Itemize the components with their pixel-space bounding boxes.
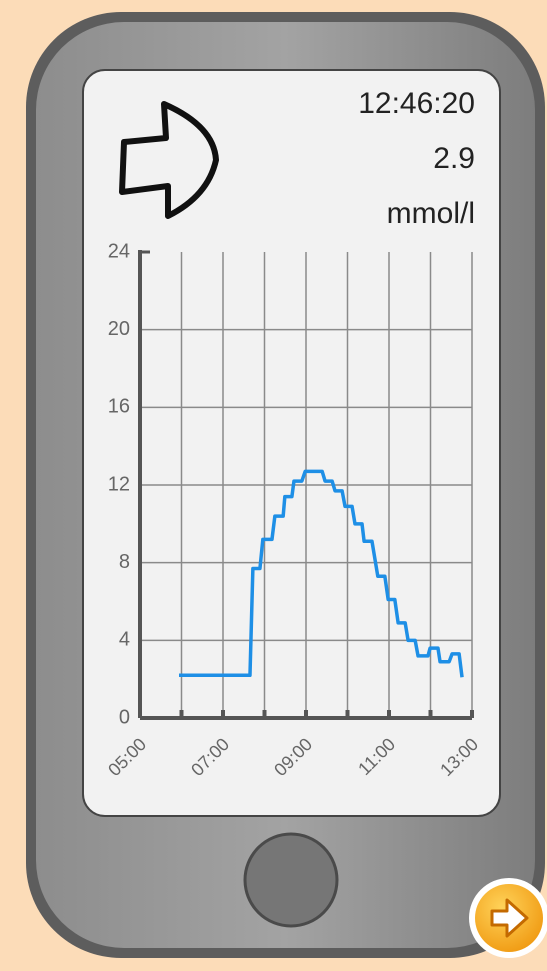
y-tick-label: 16 (108, 396, 130, 418)
y-tick-label: 8 (119, 551, 130, 573)
page: {"status": {"time": "12:46:20", "reading… (0, 0, 547, 971)
reading: 2.9 (433, 142, 475, 175)
y-tick-label: 0 (119, 706, 130, 728)
time: 12:46:20 (358, 87, 475, 120)
y-tick-label: 12 (108, 473, 130, 495)
unit: mmol/l (387, 197, 475, 230)
y-tick-label: 4 (119, 629, 130, 651)
next-button[interactable] (469, 878, 547, 958)
screen: 12:46:20 2.9 mmol/l 0481216202405:0007:0… (0, 0, 547, 971)
display (83, 70, 500, 816)
y-tick-label: 20 (108, 318, 130, 340)
y-tick-label: 24 (108, 240, 130, 262)
home-button[interactable] (245, 834, 337, 926)
